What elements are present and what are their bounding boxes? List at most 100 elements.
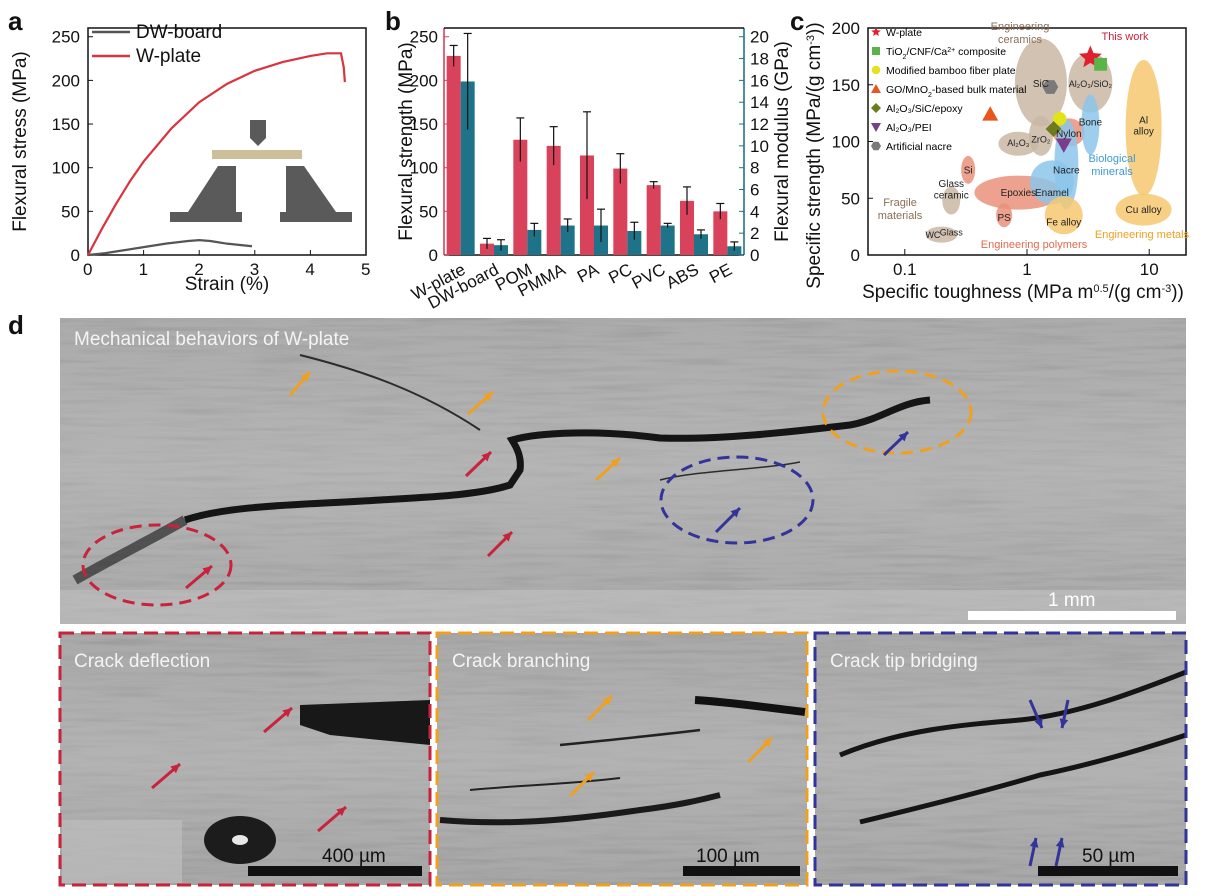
y-tick-label: 50	[61, 202, 80, 221]
sem-inset-crack-tip-bridging	[813, 631, 1188, 887]
bar-modulus	[627, 230, 642, 255]
category-label: ABS	[663, 260, 702, 293]
blue-arrow	[1059, 699, 1070, 729]
inset1-scale-label: 400 µm	[322, 846, 386, 867]
point-al2o3-pei	[1055, 138, 1072, 153]
inset1-title: Crack deflection	[74, 651, 210, 672]
bar-strength	[713, 211, 728, 255]
label-nacre: Nacre	[1053, 165, 1080, 176]
label-zro2: ZrO₂	[1031, 135, 1050, 145]
y2-tick-label: 4	[750, 202, 759, 221]
main-crack	[183, 396, 931, 524]
legend-label: Modified bamboo fiber plate	[886, 65, 1016, 77]
annotation-fragile-materials: materials	[878, 210, 923, 222]
sem-main-scale-label: 1 mm	[1048, 590, 1096, 611]
bar-strength	[680, 200, 694, 255]
label-al-alloy: Al	[1139, 115, 1148, 126]
label-ps: PS	[997, 213, 1011, 224]
y-tick-label: 50	[841, 189, 860, 208]
category-label: PA	[574, 259, 602, 286]
label-fe-alloy: Fe alloy	[1046, 217, 1081, 228]
y-tick-label: 0	[71, 246, 80, 265]
annotation-biological-minerals: minerals	[1091, 166, 1133, 178]
legend-marker	[872, 47, 880, 55]
label-si: Si	[964, 165, 973, 176]
bar-strength	[480, 243, 494, 255]
bar-strength	[546, 145, 561, 255]
panel-d: d Mechanical behaviors of W-plate 1 mm	[8, 310, 1188, 887]
point-go-mno2-based-bulk-material	[982, 106, 999, 121]
y-tick-label: 100	[410, 159, 438, 178]
panel-c: c 0 50 100 150 200 0.1 1 10 Specific toughness (…	[790, 6, 1190, 303]
point-artificial-nacre	[1042, 80, 1059, 94]
annotation-engineering-ceramics: ceramics	[998, 34, 1043, 46]
orange-arrow	[746, 736, 774, 764]
orange-dashed-ellipse	[821, 369, 973, 455]
region-si	[961, 155, 976, 184]
inset3-title: Crack tip bridging	[830, 651, 978, 672]
label-enamel: Enamel	[1035, 188, 1069, 199]
annotation-biological-minerals: Biological	[1088, 153, 1135, 165]
legend-marker	[871, 84, 881, 93]
x-axis-label: Strain (%)	[185, 274, 269, 295]
red-arrow	[185, 564, 213, 590]
sem-inset-crack-branching	[435, 631, 809, 887]
inset3-scale-label: 50 µm	[1082, 846, 1135, 867]
label-wc: WC	[925, 230, 940, 240]
bar-modulus	[694, 234, 708, 255]
blue-arrow	[882, 430, 910, 457]
panel-c-plot: 0 50 100 150 200 0.1 1 10 Specific toughness (MP…	[804, 19, 1190, 303]
legend-label: W-plate	[136, 46, 201, 67]
y2-tick-label: 14	[750, 93, 769, 112]
annotation-fragile-materials: Fragile	[883, 197, 917, 209]
bar-modulus	[560, 225, 575, 255]
inset2-title: Crack branching	[452, 651, 590, 672]
orange-arrow	[288, 371, 312, 396]
y-axis-label: Flexural stress (MPa)	[10, 51, 31, 232]
y2-tick-label: 18	[750, 50, 769, 69]
y2-tick-label: 10	[750, 137, 769, 156]
x-tick-label: 1	[1022, 260, 1031, 279]
orange-arrow	[568, 770, 596, 798]
sem-main-arrows	[185, 371, 910, 590]
y2-tick-label: 6	[750, 181, 759, 200]
panel-label-b: b	[385, 6, 401, 36]
bar-strength	[580, 155, 594, 255]
legend-label: DW-board	[136, 22, 222, 43]
y2-tick-label: 12	[750, 115, 769, 134]
panel-label-a: a	[8, 6, 23, 36]
x-tick-label: 2	[194, 260, 203, 279]
red-arrow	[486, 530, 514, 558]
panel-label-c: c	[790, 6, 804, 36]
blue-dashed-ellipse	[659, 455, 815, 545]
legend-marker	[871, 65, 881, 75]
y-axis-label: Specific strength (MPa/(g cm-3))	[804, 22, 825, 288]
legend-label: Al₂O₃/SiC/epoxy	[886, 103, 963, 115]
y-tick-label: 200	[832, 19, 860, 38]
x-tick-label: 0	[83, 260, 92, 279]
orange-arrow	[586, 694, 614, 722]
region-enamel	[1029, 160, 1074, 205]
point-modified-bamboo-fiber-plate	[1052, 112, 1067, 126]
x-tick-label: 10	[1140, 260, 1159, 279]
label-al-alloy: alloy	[1133, 127, 1154, 138]
blue-arrow	[1054, 837, 1065, 867]
label-sic: SiC	[1033, 79, 1049, 90]
panel-label-d: d	[8, 310, 24, 340]
red-arrow	[464, 450, 493, 478]
y2-tick-label: 16	[750, 71, 769, 90]
y-tick-label: 0	[851, 246, 860, 265]
region-glass-ceramic	[942, 186, 961, 215]
legend-label: GO/MnO2-based bulk material	[886, 84, 1026, 99]
category-label: PC	[605, 260, 635, 288]
blue-arrow	[714, 506, 742, 534]
bar-strength	[513, 139, 528, 255]
y-tick-label: 200	[410, 71, 438, 90]
label-al2o3-sio2: Al₂O₃/SiO₂	[1069, 79, 1113, 89]
legend-marker	[871, 141, 881, 151]
region-zro2	[1028, 115, 1053, 156]
inset3-scale-bar	[1038, 866, 1178, 876]
